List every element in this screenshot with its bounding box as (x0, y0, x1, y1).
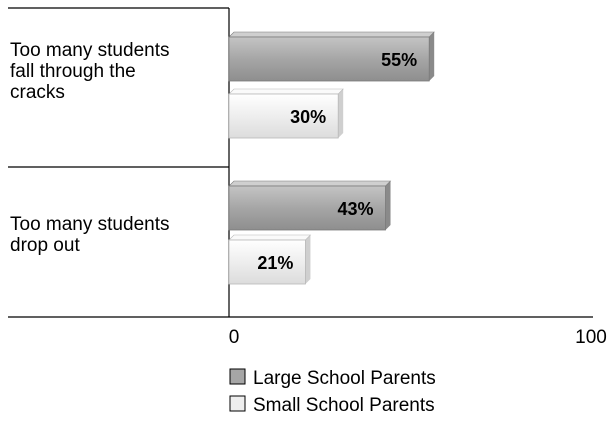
legend-label: Small School Parents (253, 395, 435, 416)
legend-swatch (229, 368, 246, 385)
bar-top-face (228, 180, 392, 187)
bar (228, 185, 386, 231)
x-tick-label: 100 (575, 327, 607, 348)
category-label-line: Too many students (10, 40, 169, 61)
bar (228, 239, 306, 285)
x-tick-label: 0 (229, 327, 240, 348)
category-label-line: Too many students (10, 214, 169, 235)
bar-top-face (228, 88, 344, 95)
data-label: 30% (290, 107, 326, 127)
category-label: Too many students drop out (10, 214, 169, 256)
data-label: 21% (257, 253, 293, 273)
bar-top-face (228, 234, 312, 241)
bar-top-face (228, 31, 435, 38)
legend-label: Large School Parents (253, 368, 436, 389)
category-label-line: drop out (10, 235, 80, 256)
category-label: Too many students fall through the cracks (10, 40, 169, 103)
data-label: 55% (381, 50, 417, 70)
data-label: 43% (337, 199, 373, 219)
legend-swatch (229, 395, 246, 412)
category-label-line: cracks (10, 82, 65, 103)
bar (228, 93, 339, 139)
bar (228, 36, 430, 82)
category-label-line: fall through the (10, 61, 136, 82)
